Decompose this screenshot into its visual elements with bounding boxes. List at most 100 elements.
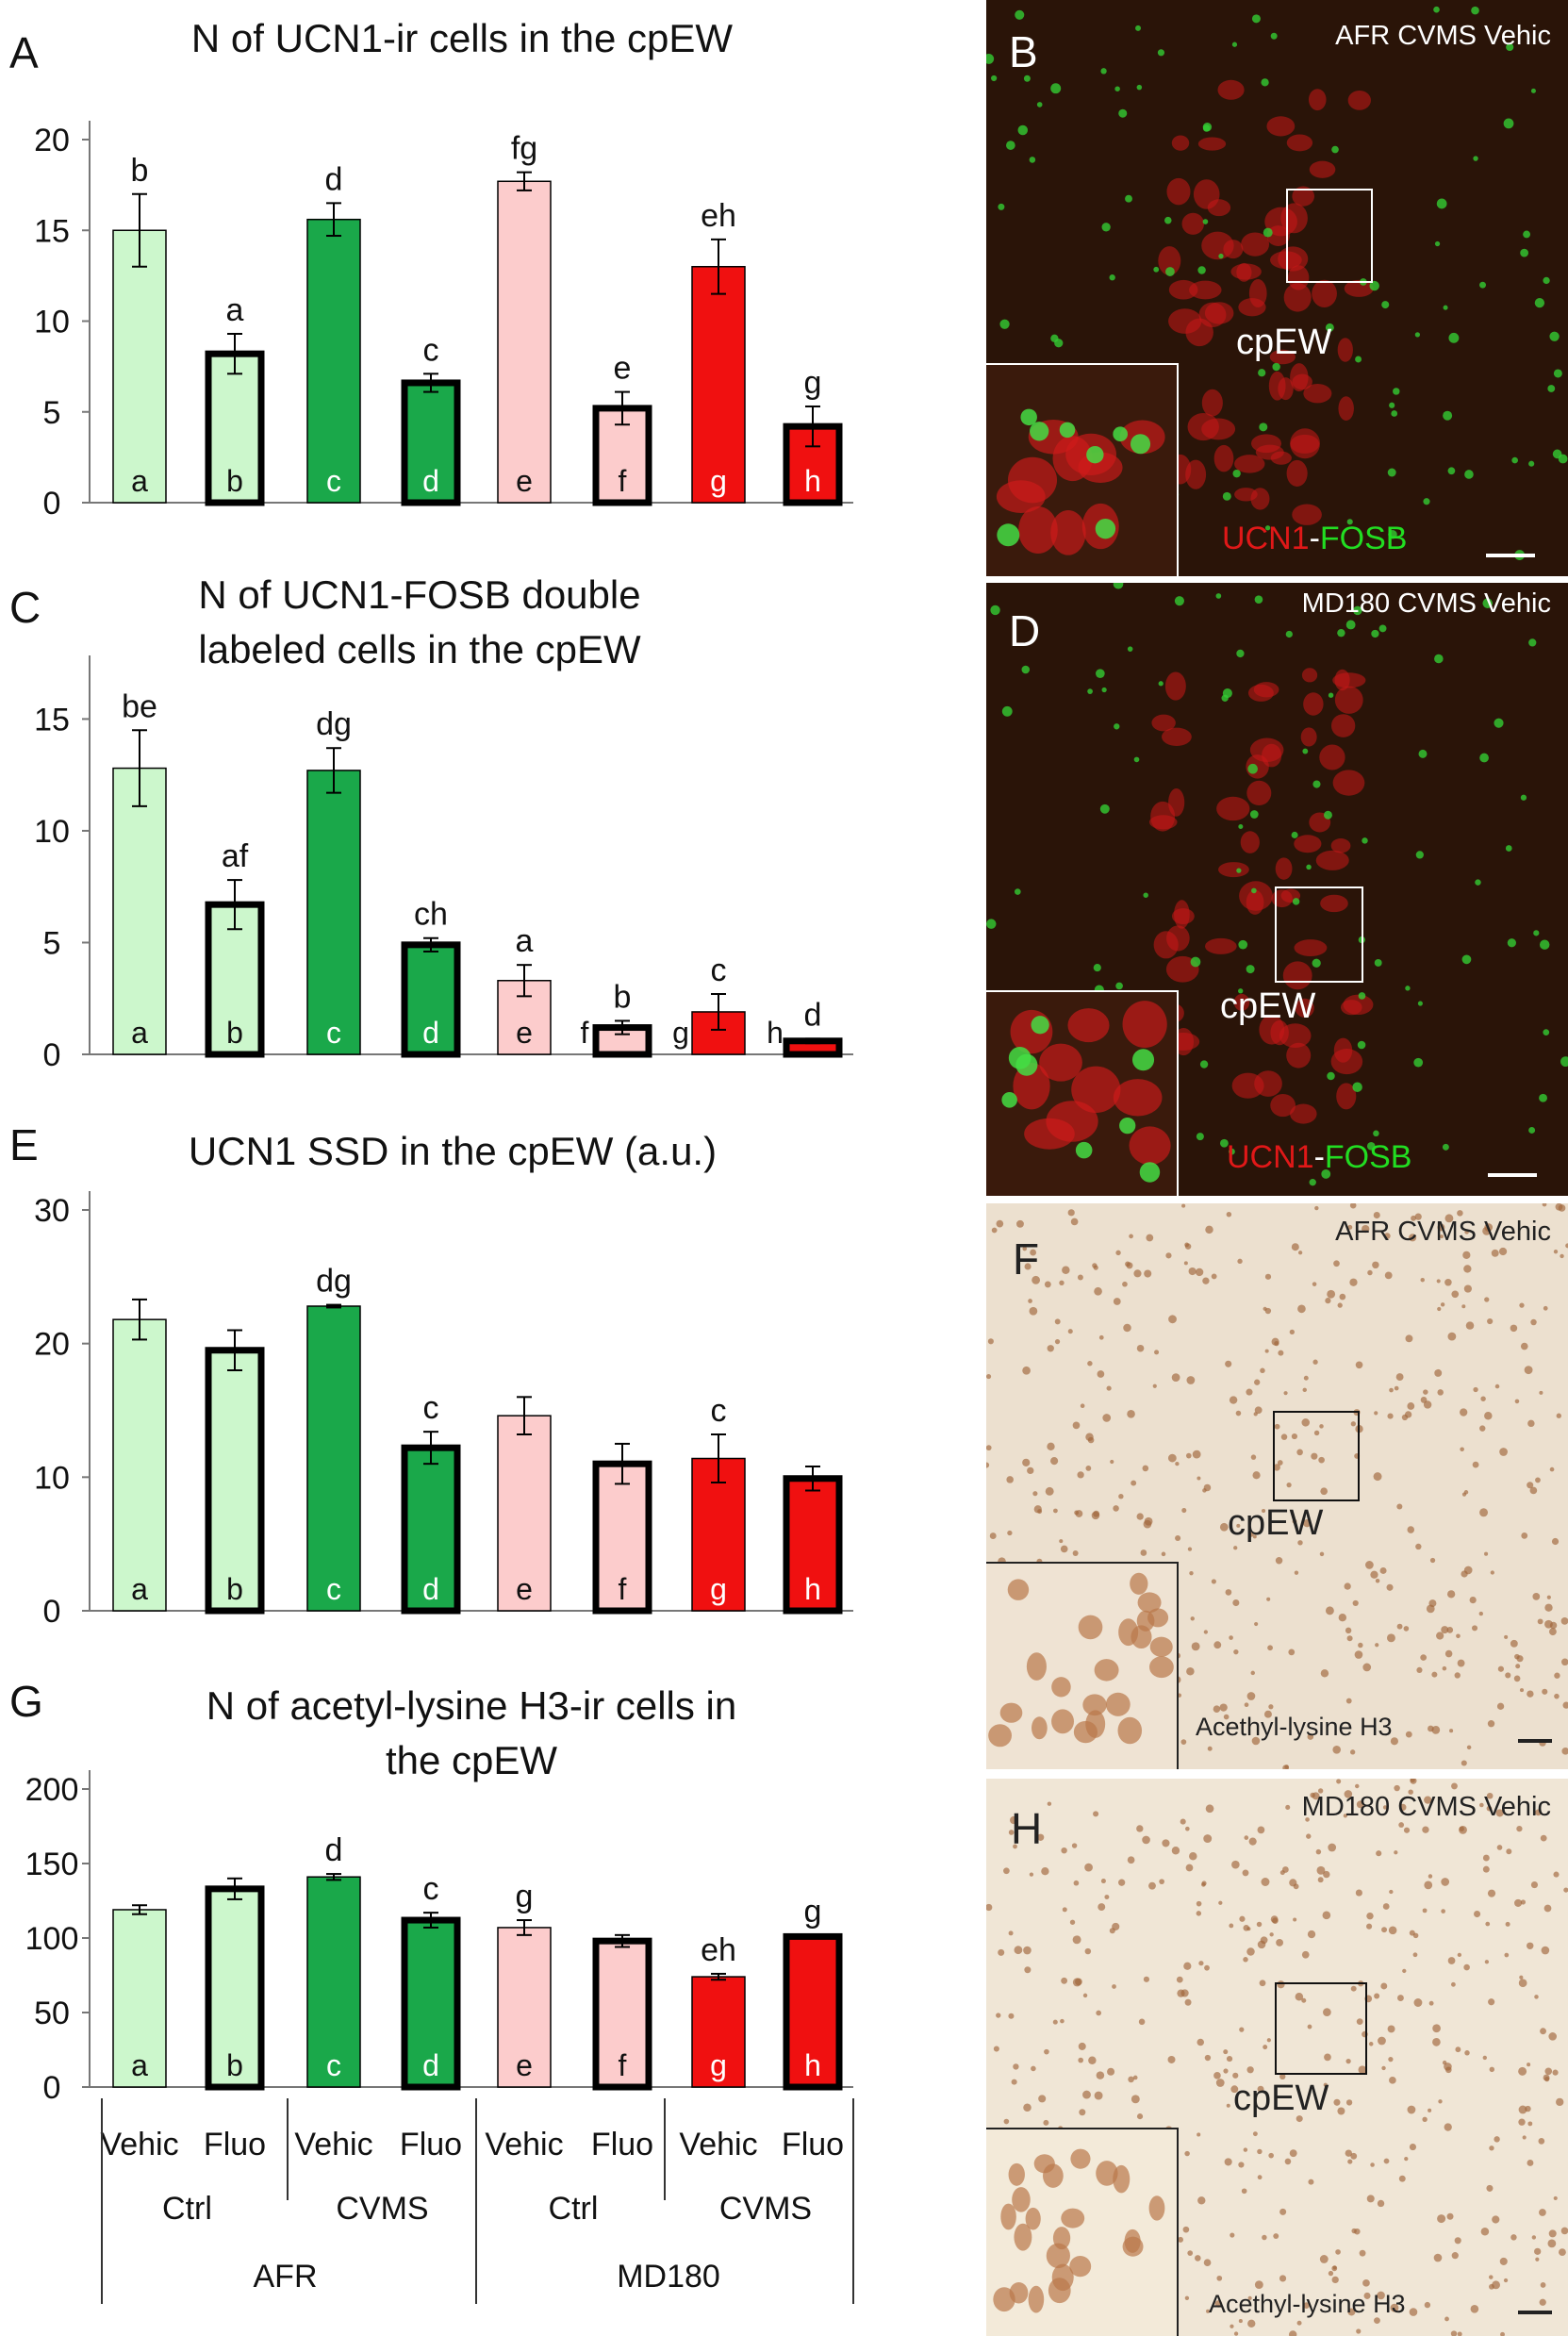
- h3-nucleus: [1484, 1223, 1494, 1232]
- h3-nucleus: [1346, 1635, 1353, 1642]
- h3-nucleus: [1041, 1867, 1049, 1876]
- h3-nucleus: [1307, 1930, 1316, 1939]
- inset-fosb-nucleus: [1030, 422, 1049, 441]
- h3-nucleus: [1232, 1599, 1240, 1607]
- h3-nucleus: [1411, 1215, 1416, 1221]
- bar-inner-label: d: [422, 1016, 439, 1050]
- h3-nucleus: [1484, 1411, 1493, 1420]
- h3-nucleus: [1345, 1698, 1352, 1704]
- h3-nucleus: [1167, 2055, 1176, 2063]
- h3-nucleus: [1067, 1209, 1075, 1217]
- ucn1-cell: [1266, 116, 1296, 137]
- h3-nucleus: [1535, 1477, 1541, 1483]
- significance-label: d: [325, 161, 343, 197]
- h3-nucleus: [1230, 2232, 1235, 2238]
- ucn1-cell: [1270, 451, 1292, 465]
- h3-nucleus: [1010, 1815, 1018, 1825]
- h3-nucleus: [1254, 1406, 1263, 1415]
- h3-nucleus: [1211, 1273, 1217, 1280]
- h3-nucleus: [1029, 1306, 1038, 1316]
- h3-nucleus: [1519, 1688, 1525, 1693]
- h3-nucleus: [1131, 1480, 1137, 1486]
- h3-nucleus: [1183, 1261, 1188, 1266]
- h3-nucleus: [1254, 2280, 1263, 2290]
- h3-nucleus: [1367, 1269, 1373, 1276]
- inset-h3-nucleus: [1031, 1716, 1048, 1740]
- h3-nucleus: [1373, 1212, 1380, 1219]
- h3-nucleus: [1534, 1995, 1539, 1999]
- ucn1-cell: [1286, 1042, 1312, 1069]
- h3-nucleus: [1078, 2057, 1084, 2063]
- h3-nucleus: [1308, 2179, 1314, 2185]
- h3-nucleus: [1319, 2255, 1329, 2263]
- h3-nucleus: [1460, 1447, 1464, 1452]
- y-tick-label: 5: [43, 925, 61, 961]
- fosb-nucleus: [1413, 1057, 1424, 1068]
- h3-nucleus: [1115, 1250, 1121, 1256]
- stain-sep-d: -: [1313, 1139, 1325, 1175]
- h3-nucleus: [1383, 1233, 1391, 1239]
- roi-box: [1275, 886, 1363, 983]
- inset-fosb-nucleus: [997, 523, 1020, 547]
- inset-ucn1-cell: [1129, 1126, 1171, 1166]
- significance-label: a: [516, 923, 534, 959]
- micrograph-panel-h: H MD180 CVMS Vehic cpEW Acethyl-lysine H…: [986, 1779, 1568, 2336]
- h3-nucleus: [1484, 1551, 1489, 1556]
- fosb-nucleus: [1414, 332, 1421, 338]
- h3-nucleus: [1078, 2042, 1086, 2050]
- fosb-nucleus: [1358, 992, 1366, 1000]
- y-tick-label: 10: [34, 305, 70, 340]
- h3-nucleus: [1032, 1275, 1041, 1284]
- h3-nucleus: [1097, 1370, 1105, 1378]
- scale-bar: [1486, 554, 1535, 557]
- bar-g-e: [497, 1927, 552, 2088]
- h3-nucleus: [1463, 1265, 1472, 1273]
- fosb-nucleus: [1127, 646, 1133, 652]
- h3-nucleus: [1082, 1993, 1088, 1998]
- fosb-nucleus: [1264, 525, 1271, 531]
- h3-nucleus: [1487, 1889, 1496, 1897]
- h3-nucleus: [1093, 1265, 1098, 1270]
- h3-nucleus: [1059, 1280, 1065, 1285]
- h3-nucleus: [1338, 1614, 1347, 1622]
- fosb-nucleus: [1197, 266, 1206, 274]
- ucn1-cell: [1309, 160, 1336, 178]
- bar-inner-label: h: [804, 1572, 821, 1606]
- h3-nucleus: [1398, 2175, 1406, 2182]
- h3-nucleus: [1257, 2148, 1263, 2155]
- bar-g-b: [205, 1885, 265, 2091]
- stress-label-ctrl: Ctrl: [549, 2191, 599, 2227]
- h3-nucleus: [1374, 2317, 1380, 2325]
- h3-nucleus: [1442, 2060, 1447, 2065]
- inset-h3-nucleus: [1105, 1692, 1131, 1716]
- h3-nucleus: [1529, 1486, 1538, 1495]
- ucn1-cell: [1270, 251, 1302, 270]
- h3-nucleus: [1250, 1670, 1255, 1676]
- fosb-nucleus: [1473, 156, 1478, 161]
- h3-nucleus: [1072, 1935, 1081, 1945]
- h3-nucleus: [1197, 2132, 1201, 2137]
- h3-nucleus: [1490, 1570, 1494, 1575]
- h3-nucleus: [1294, 1570, 1299, 1575]
- h3-nucleus: [1238, 2319, 1243, 2324]
- h3-nucleus: [1003, 2118, 1010, 2125]
- ucn1-cell: [1164, 671, 1186, 701]
- h3-nucleus: [1011, 2079, 1017, 2085]
- h3-nucleus: [1358, 1642, 1363, 1648]
- h3-nucleus: [1439, 1234, 1444, 1239]
- fosb-nucleus: [1373, 1130, 1379, 1137]
- h3-nucleus: [1433, 2253, 1443, 2262]
- h3-nucleus: [1535, 2257, 1540, 2261]
- h3-nucleus: [1075, 1510, 1083, 1517]
- h3-nucleus: [1438, 2099, 1443, 2104]
- h3-nucleus: [1473, 1386, 1478, 1393]
- h3-nucleus: [1431, 1671, 1438, 1678]
- h3-nucleus: [1288, 1648, 1296, 1656]
- fosb-nucleus: [1291, 831, 1298, 838]
- h3-nucleus: [1110, 1459, 1114, 1465]
- h3-nucleus: [1336, 1779, 1342, 1784]
- bar-inner-label: g: [710, 464, 727, 498]
- ucn1-cell: [1300, 727, 1317, 747]
- bar-inner-label: h: [804, 464, 821, 498]
- h3-nucleus: [1428, 1874, 1433, 1879]
